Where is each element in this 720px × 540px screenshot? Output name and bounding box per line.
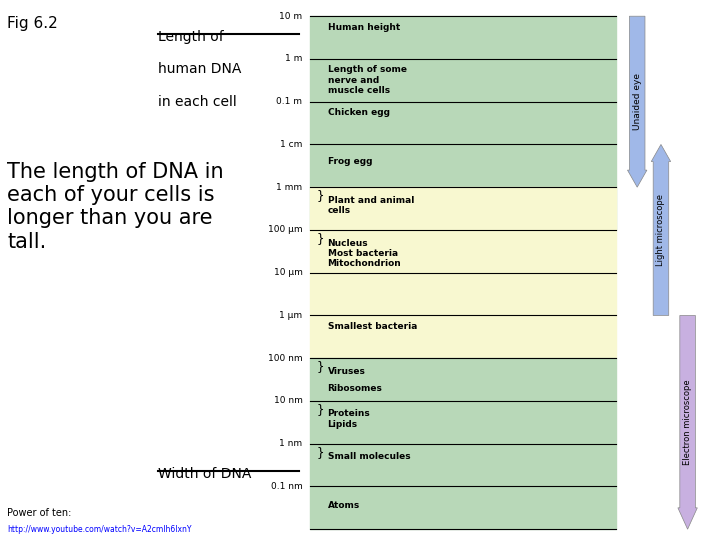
Text: Proteins
Lipids: Proteins Lipids: [328, 409, 370, 429]
Text: 10 μm: 10 μm: [274, 268, 302, 277]
Text: }: }: [317, 232, 324, 245]
Text: 100 μm: 100 μm: [268, 226, 302, 234]
Bar: [310, 273, 616, 315]
Bar: [310, 487, 616, 529]
Text: Width of DNA: Width of DNA: [158, 467, 252, 481]
Text: Plant and animal
cells: Plant and animal cells: [328, 195, 414, 215]
FancyArrow shape: [628, 16, 647, 187]
Text: }: }: [317, 360, 324, 373]
Bar: [310, 16, 616, 59]
Bar: [310, 187, 616, 230]
Text: Light microscope: Light microscope: [657, 194, 665, 266]
Text: 1 m: 1 m: [285, 55, 302, 63]
Text: Smallest bacteria: Smallest bacteria: [328, 322, 417, 331]
FancyArrow shape: [678, 315, 697, 529]
Text: 1 nm: 1 nm: [279, 439, 302, 448]
Text: 100 nm: 100 nm: [268, 354, 302, 363]
Text: Length of some
nerve and
muscle cells: Length of some nerve and muscle cells: [328, 65, 407, 95]
Text: http://www.youtube.com/watch?v=A2cmlh6lxnY: http://www.youtube.com/watch?v=A2cmlh6lx…: [7, 525, 192, 534]
Text: Unaided eye: Unaided eye: [633, 73, 642, 130]
Text: 0.1 m: 0.1 m: [276, 97, 302, 106]
Bar: [310, 145, 616, 187]
Text: Human height: Human height: [328, 23, 400, 32]
Text: 1 μm: 1 μm: [279, 311, 302, 320]
Text: human DNA: human DNA: [158, 62, 242, 76]
Text: in each cell: in each cell: [158, 94, 237, 109]
Bar: [310, 401, 616, 444]
FancyArrow shape: [652, 145, 671, 315]
Text: Viruses: Viruses: [328, 367, 366, 376]
Text: Small molecules: Small molecules: [328, 453, 410, 461]
Text: The length of DNA in
each of your cells is
longer than you are
tall.: The length of DNA in each of your cells …: [7, 162, 224, 252]
Bar: [310, 59, 616, 102]
Text: Length of: Length of: [158, 30, 224, 44]
Text: Power of ten:: Power of ten:: [7, 508, 71, 518]
Bar: [310, 187, 616, 230]
Text: Nucleus
Most bacteria
Mitochondrion: Nucleus Most bacteria Mitochondrion: [328, 239, 401, 268]
Bar: [310, 358, 616, 401]
Text: 10 nm: 10 nm: [274, 396, 302, 406]
Text: 1 cm: 1 cm: [280, 140, 302, 149]
Text: }: }: [317, 189, 324, 202]
Text: }: }: [317, 403, 324, 416]
Bar: [310, 102, 616, 145]
Text: Electron microscope: Electron microscope: [683, 380, 692, 465]
Text: Chicken egg: Chicken egg: [328, 108, 390, 117]
Text: 0.1 nm: 0.1 nm: [271, 482, 302, 491]
Text: Frog egg: Frog egg: [328, 157, 372, 166]
Text: Fig 6.2: Fig 6.2: [7, 16, 58, 31]
Bar: [310, 444, 616, 487]
Text: 1 mm: 1 mm: [276, 183, 302, 192]
Text: Ribosomes: Ribosomes: [328, 384, 382, 393]
Bar: [310, 230, 616, 273]
Text: Atoms: Atoms: [328, 502, 360, 510]
Text: }: }: [317, 446, 324, 459]
Bar: [310, 315, 616, 358]
Text: 10 m: 10 m: [279, 12, 302, 21]
